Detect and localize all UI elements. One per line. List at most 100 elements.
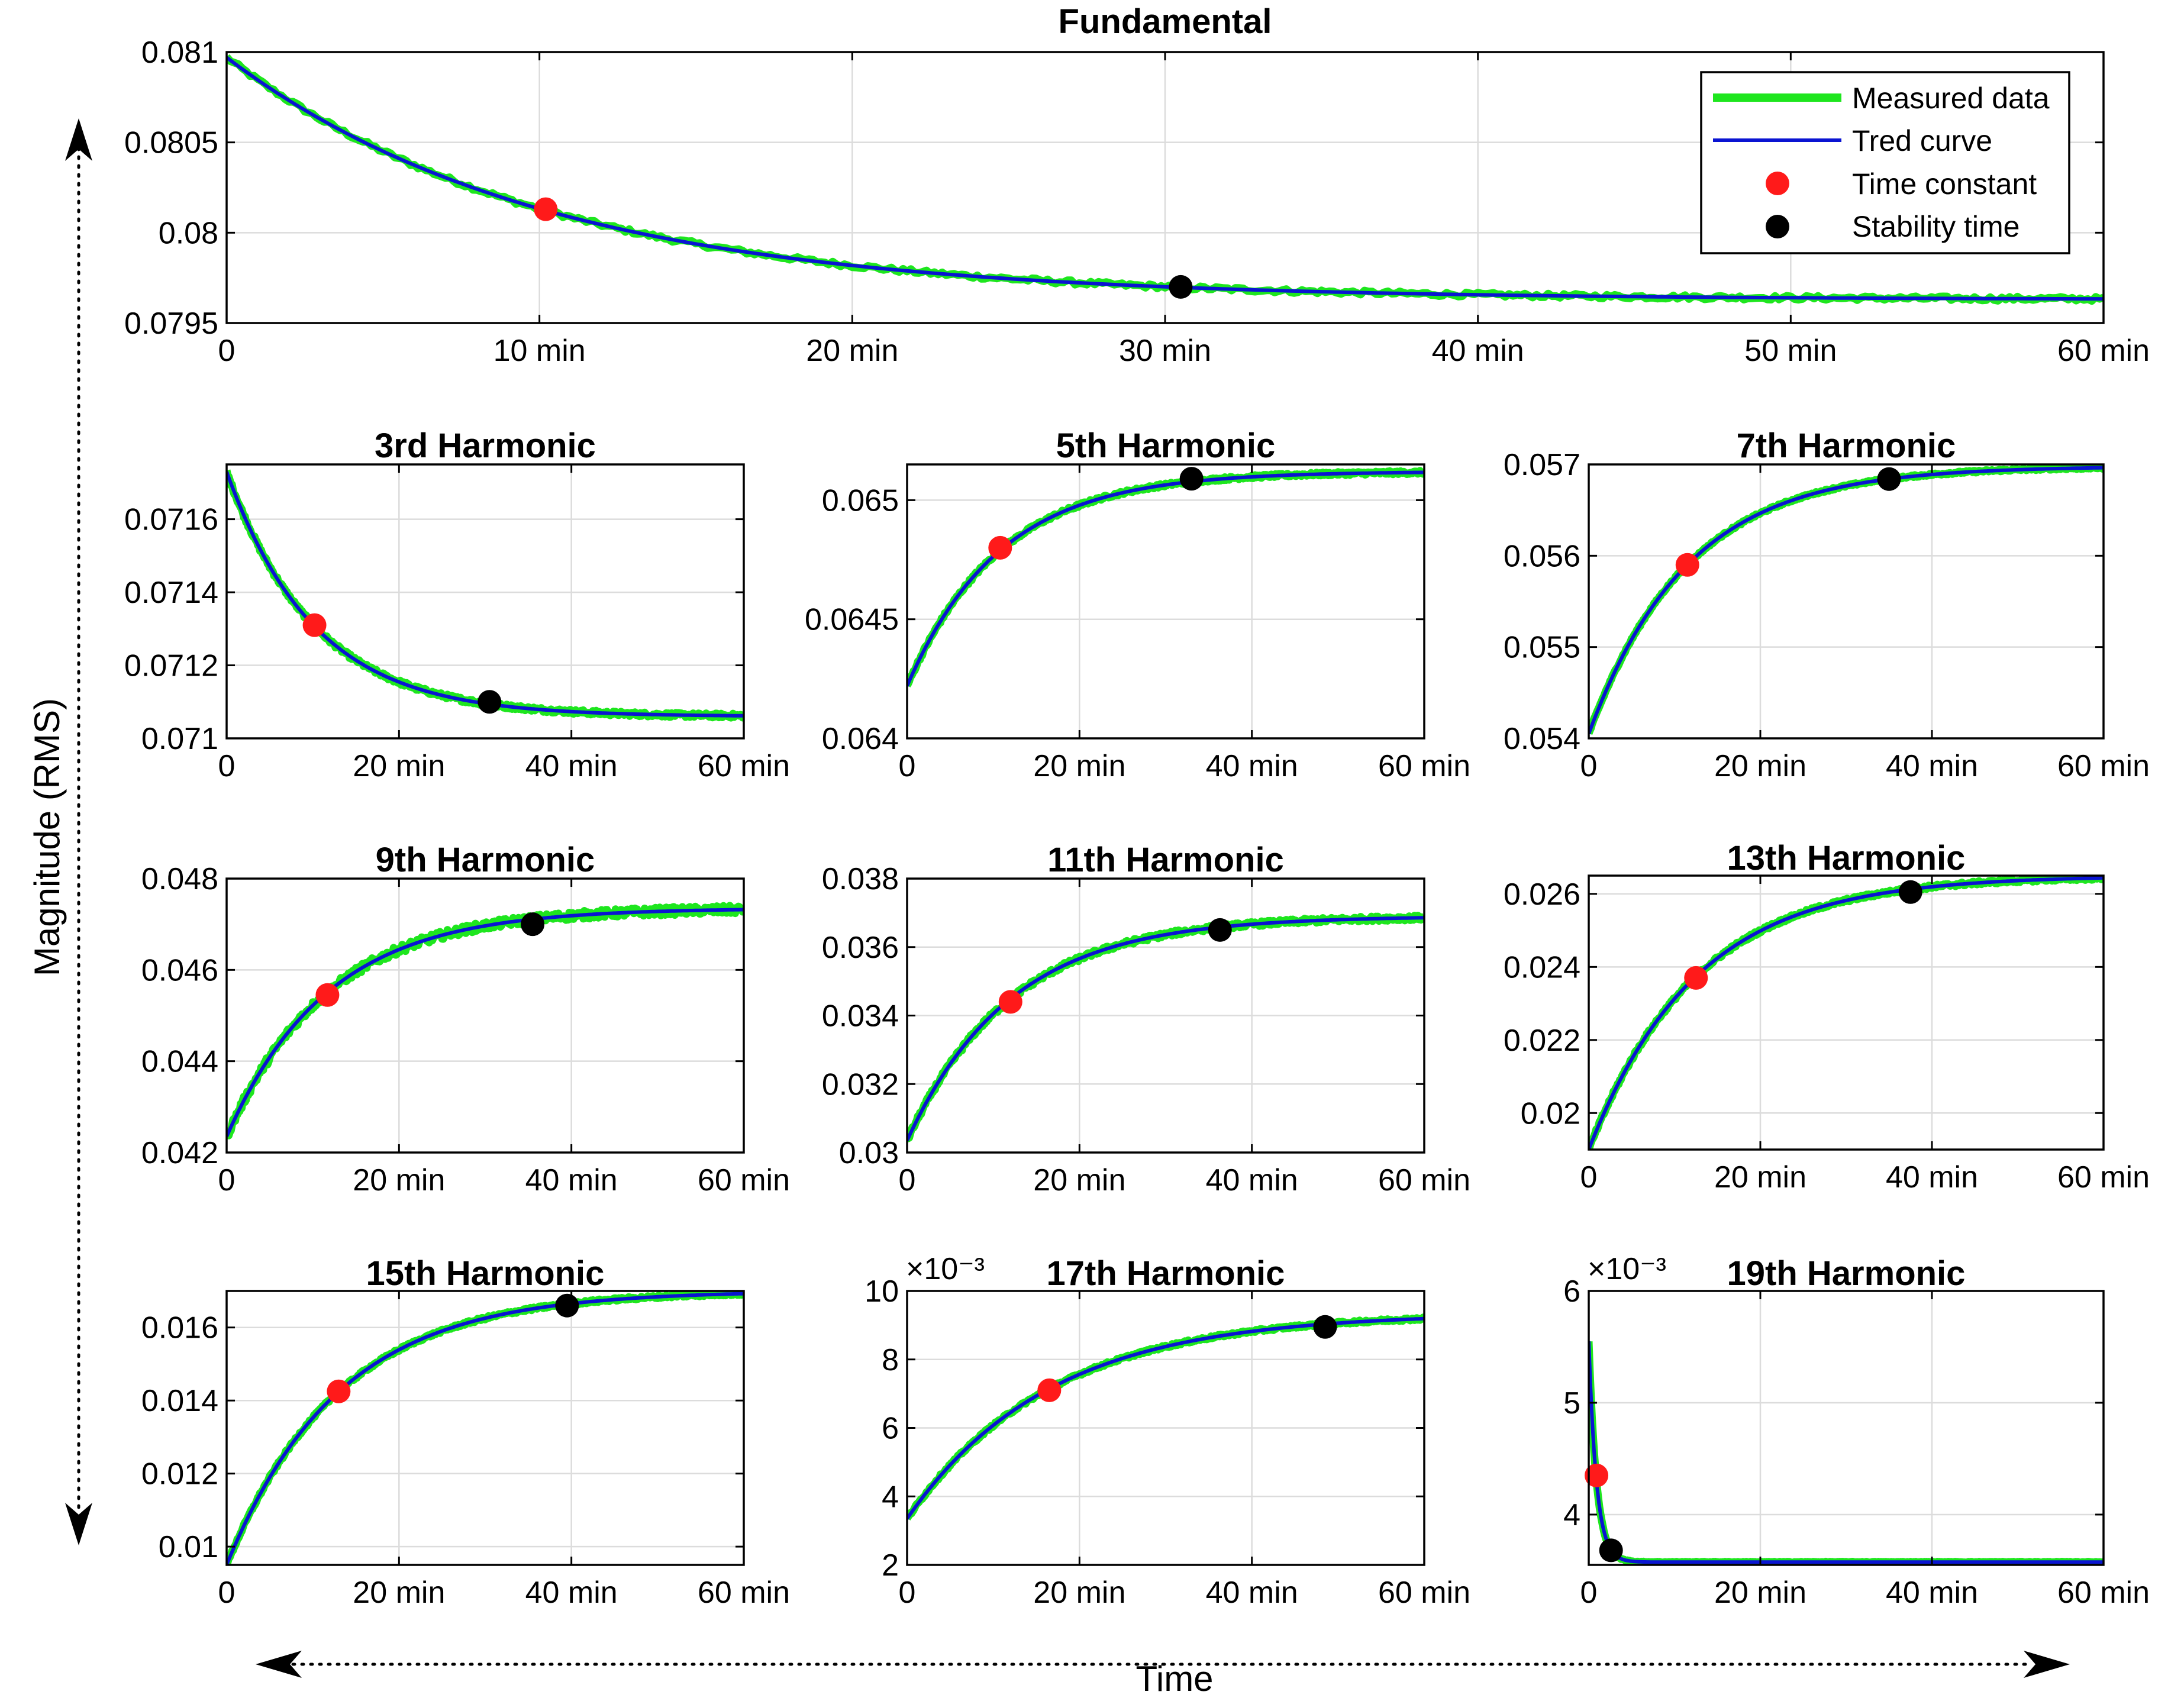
y-tick-label: 0.056 <box>1504 539 1580 573</box>
y-tick-label: 0.0714 <box>124 576 218 610</box>
panel-title: 15th Harmonic <box>366 1254 605 1293</box>
axes-frame <box>225 877 745 1154</box>
y-exponent-label: ×10⁻³ <box>1588 1252 1666 1286</box>
y-tick-label: 5 <box>1563 1386 1580 1421</box>
x-tick-label: 40 min <box>1432 334 1524 368</box>
y-tick-label: 0.036 <box>822 931 899 965</box>
axes-frame <box>225 463 745 740</box>
series-trend-curve <box>907 916 1424 1141</box>
y-tick-label: 0.044 <box>141 1045 218 1079</box>
axes-frame <box>906 463 1425 740</box>
marker-time-constant <box>1585 1463 1609 1487</box>
y-tick-label: 0.042 <box>141 1136 218 1170</box>
x-tick-label: 10 min <box>493 334 586 368</box>
x-tick-label: 60 min <box>2057 749 2150 783</box>
marker-stability-time <box>521 912 545 937</box>
legend-label-stability: Stability time <box>1852 210 2020 243</box>
series-trend-curve <box>1589 1341 2104 1564</box>
marker-stability-time <box>1169 275 1193 299</box>
y-tick-label: 4 <box>882 1480 899 1514</box>
y-tick-label: 0.03 <box>839 1136 899 1170</box>
x-tick-label: 60 min <box>698 1576 790 1610</box>
x-tick-label: 0 <box>218 749 236 783</box>
y-tick-label: 10 <box>864 1274 899 1309</box>
panel-title: Fundamental <box>1059 2 1272 41</box>
y-tick-label: 0.014 <box>141 1384 218 1418</box>
x-tick-label: 20 min <box>353 1163 445 1197</box>
series-group <box>907 1313 1424 1521</box>
marker-stability-time <box>1599 1538 1623 1563</box>
y-tick-label: 0.012 <box>141 1457 218 1492</box>
series-trend-curve <box>227 1292 744 1565</box>
panel-h3: 3rd Harmonic 0 20 min 40 min 60 min 0.071 0.0… <box>124 427 790 783</box>
legend-label-trend: Tred curve <box>1852 124 1992 157</box>
series-group <box>1589 464 2104 735</box>
panel-h13: 13th Harmonic 0 20 min 40 min 60 min 0.02 0.0… <box>1504 839 2150 1195</box>
x-tick-label: 0 <box>218 334 236 368</box>
y-tick-label: 0.022 <box>1504 1024 1580 1058</box>
series-group <box>227 469 744 722</box>
x-tick-label: 40 min <box>1886 1160 1978 1195</box>
x-tick-label: 20 min <box>353 749 445 783</box>
legend-swatch-time-constant <box>1766 172 1789 195</box>
x-tick-label: 20 min <box>1033 749 1125 783</box>
marker-stability-time <box>555 1293 579 1318</box>
series-trend-curve <box>907 1316 1424 1520</box>
y-tick-label: 0.026 <box>1504 877 1580 912</box>
x-tick-label: 0 <box>899 1163 916 1197</box>
marker-time-constant <box>1037 1378 1062 1402</box>
x-tick-label: 60 min <box>698 749 790 783</box>
panel-title: 3rd Harmonic <box>375 427 596 465</box>
panel-title: 11th Harmonic <box>1047 841 1284 879</box>
y-exponent-label: ×10⁻³ <box>906 1252 985 1286</box>
series-measured-data <box>907 912 1424 1142</box>
marker-time-constant <box>1684 966 1708 990</box>
series-group <box>227 902 744 1139</box>
panel-h9: 9th Harmonic 0 20 min 40 min 60 min 0.042 0.0… <box>141 841 790 1197</box>
y-tick-label: 8 <box>882 1343 899 1377</box>
series-measured-data <box>907 467 1424 688</box>
y-tick-label: 0.016 <box>141 1311 218 1345</box>
x-tick-label: 60 min <box>2057 1160 2150 1195</box>
panel-h19: 19th Harmonic 0 20 min 40 min 60 min 4 5 6×10⁻… <box>1563 1252 2150 1610</box>
marker-time-constant <box>1675 553 1699 577</box>
marker-time-constant <box>534 197 558 221</box>
y-tick-label: 0.038 <box>822 862 899 896</box>
axes-frame <box>1588 463 2105 740</box>
x-tick-label: 40 min <box>525 1163 618 1197</box>
series-group <box>1589 876 2104 1150</box>
y-tick-label: 0.02 <box>1521 1096 1580 1131</box>
series-trend-curve <box>907 470 1424 687</box>
x-tick-label: 60 min <box>2057 1576 2150 1610</box>
y-tick-label: 0.0645 <box>805 603 899 637</box>
y-axis-annotation: Magnitude (RMS) <box>27 118 92 1545</box>
y-tick-label: 0.034 <box>822 999 899 1034</box>
arrow-up-icon <box>65 118 92 161</box>
series-group <box>907 467 1424 688</box>
panel-title: 13th Harmonic <box>1727 839 1966 877</box>
legend-box <box>1700 71 2070 254</box>
marker-stability-time <box>1208 918 1232 942</box>
x-tick-label: 0 <box>899 749 916 783</box>
x-tick-label: 60 min <box>1378 1576 1470 1610</box>
y-tick-label: 0.0795 <box>124 306 218 341</box>
arrow-down-icon <box>65 1503 92 1545</box>
x-tick-label: 20 min <box>1033 1163 1125 1197</box>
x-axis-annotation: Time <box>256 1651 2070 1698</box>
x-tick-label: 20 min <box>353 1576 445 1610</box>
x-tick-label: 0 <box>1580 1576 1598 1610</box>
marker-time-constant <box>327 1379 351 1403</box>
y-tick-label: 0.0716 <box>124 503 218 537</box>
y-tick-label: 0.064 <box>822 722 899 756</box>
marker-stability-time <box>1313 1315 1337 1339</box>
x-tick-label: 60 min <box>1378 1163 1470 1197</box>
x-tick-label: 0 <box>218 1163 236 1197</box>
axes-frame <box>1588 1290 2105 1566</box>
marker-stability-time <box>1179 467 1204 491</box>
x-tick-label: 50 min <box>1744 334 1837 368</box>
panel-h17: 17th Harmonic 0 20 min 40 min 60 min 2 4 6 8 10×… <box>864 1252 1470 1610</box>
y-tick-label: 2 <box>882 1548 899 1583</box>
x-tick-label: 0 <box>1580 749 1598 783</box>
